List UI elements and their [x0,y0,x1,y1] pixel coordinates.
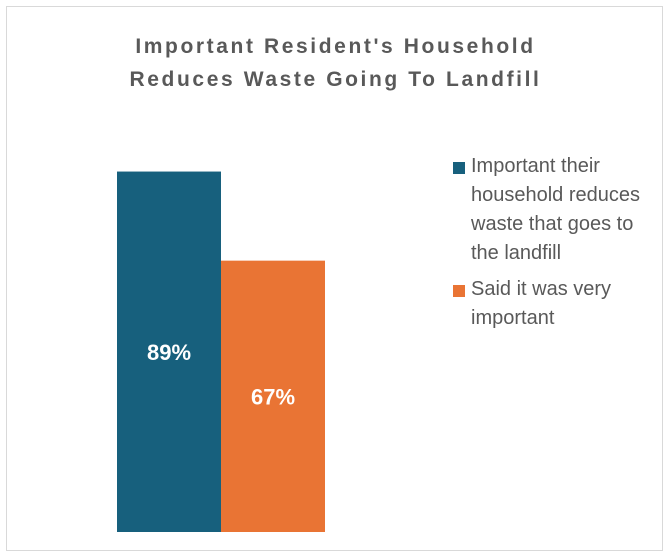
chart-title: Important Resident's Household Reduces W… [0,30,671,96]
data-label-important: 89% [147,340,191,365]
legend-item-very-important: Said it was very important [453,275,663,333]
legend-swatch-very-important [453,285,465,297]
legend-swatch-important [453,162,465,174]
chart-title-line-2: Reduces Waste Going To Landfill [129,68,542,91]
bar-very-important [221,260,325,532]
legend-label-important: Important their household reduces waste … [471,155,641,264]
chart-area [6,6,663,551]
legend: Important their household reduces waste … [453,152,663,340]
chart-title-line-1: Important Resident's Household [135,35,536,58]
data-label-very-important: 67% [251,384,295,409]
legend-item-important: Important their household reduces waste … [453,152,663,268]
legend-label-very-important: Said it was very important [471,278,612,329]
bar-important [117,171,221,533]
